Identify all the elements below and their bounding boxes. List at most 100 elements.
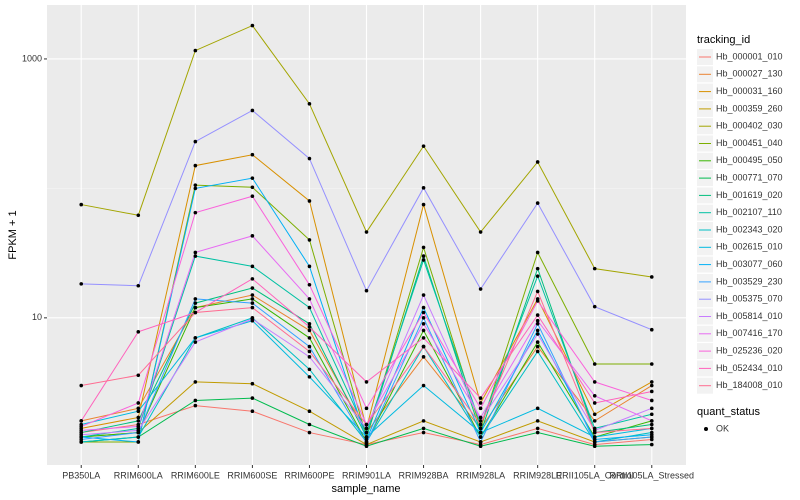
data-point [535, 344, 540, 349]
legend-label: Hb_052434_010 [716, 363, 783, 373]
data-point [250, 23, 255, 28]
data-point [649, 422, 654, 427]
data-point [535, 340, 540, 344]
x-tick-label: RRIM600PE [284, 470, 334, 480]
data-point [193, 340, 198, 344]
data-point [649, 398, 654, 403]
data-point [136, 409, 141, 414]
data-point [421, 419, 426, 423]
data-point [421, 344, 426, 349]
data-point [535, 321, 540, 326]
data-point [592, 440, 597, 444]
data-point [535, 299, 540, 303]
legend-label: Hb_005814_010 [716, 311, 783, 321]
data-point [649, 435, 654, 439]
legend-label: Hb_007416_170 [716, 328, 783, 338]
data-point [535, 328, 540, 333]
data-point [79, 437, 84, 442]
legend-label: Hb_002615_010 [716, 242, 783, 252]
legend-label: Hb_003077_060 [716, 259, 783, 269]
shape-legend-key [704, 427, 708, 431]
data-point [193, 310, 198, 315]
data-point [136, 415, 141, 420]
data-point [250, 176, 255, 180]
legend-label: Hb_003529_230 [716, 276, 783, 286]
data-point [136, 213, 141, 218]
data-point [307, 325, 312, 329]
data-point [250, 286, 255, 290]
data-point [136, 406, 141, 411]
data-point [364, 406, 369, 411]
data-point [136, 435, 141, 439]
data-point [79, 440, 84, 444]
data-point [649, 426, 654, 431]
data-point [307, 422, 312, 427]
data-point [307, 238, 312, 242]
data-point [592, 437, 597, 442]
data-point [592, 362, 597, 366]
data-point [307, 321, 312, 326]
data-point [136, 401, 141, 405]
legend-label: Hb_000771_070 [716, 172, 783, 182]
data-point [478, 422, 483, 427]
data-point [193, 139, 198, 144]
legend-label: Hb_000001_010 [716, 51, 783, 61]
data-point [421, 310, 426, 315]
data-point [478, 230, 483, 234]
data-point [649, 442, 654, 447]
data-point [592, 444, 597, 448]
data-point [478, 401, 483, 405]
shape-legend-title: quant_status [697, 406, 760, 418]
data-point [307, 264, 312, 269]
data-point [421, 305, 426, 310]
legend-label: Hb_000031_160 [716, 86, 783, 96]
data-point [307, 283, 312, 287]
x-tick-label: PB350LA [62, 470, 100, 480]
data-point [79, 202, 84, 207]
data-point [478, 415, 483, 420]
data-point [421, 144, 426, 148]
data-point [535, 266, 540, 271]
data-point [535, 332, 540, 336]
data-point [136, 428, 141, 433]
data-point [250, 297, 255, 301]
x-tick-label: RRIM901LA [342, 470, 391, 480]
data-point [79, 282, 84, 286]
data-point [193, 398, 198, 403]
data-point [535, 250, 540, 255]
data-point [421, 202, 426, 207]
data-point [193, 250, 198, 255]
data-point [421, 321, 426, 326]
data-point [250, 293, 255, 297]
data-point [307, 199, 312, 203]
data-point [250, 409, 255, 414]
legend-label: Hb_000451_040 [716, 138, 783, 148]
data-point [364, 288, 369, 293]
data-point [478, 430, 483, 435]
data-point [307, 156, 312, 161]
x-tick-label: RRII105LA_Stressed [609, 470, 694, 480]
data-point [592, 419, 597, 423]
data-point [535, 426, 540, 431]
data-point [307, 328, 312, 333]
data-point [307, 355, 312, 359]
data-point [478, 406, 483, 411]
data-point [535, 318, 540, 323]
data-point [193, 254, 198, 258]
data-point [364, 437, 369, 442]
data-point [136, 283, 141, 288]
data-point [136, 440, 141, 444]
data-point [421, 245, 426, 250]
legend-label: Hb_002107_110 [716, 207, 782, 217]
data-point [649, 383, 654, 388]
data-point [592, 266, 597, 271]
x-tick-label: RRII105LA_Control [556, 470, 634, 480]
legend-label: Hb_002343_020 [716, 224, 783, 234]
shape-legend-label: OK [716, 423, 729, 433]
y-tick-label: 10 [32, 312, 42, 322]
data-point [421, 293, 426, 297]
data-point [250, 381, 255, 386]
data-point [136, 373, 141, 378]
legend-label: Hb_001619_020 [716, 190, 783, 200]
data-point [250, 277, 255, 281]
